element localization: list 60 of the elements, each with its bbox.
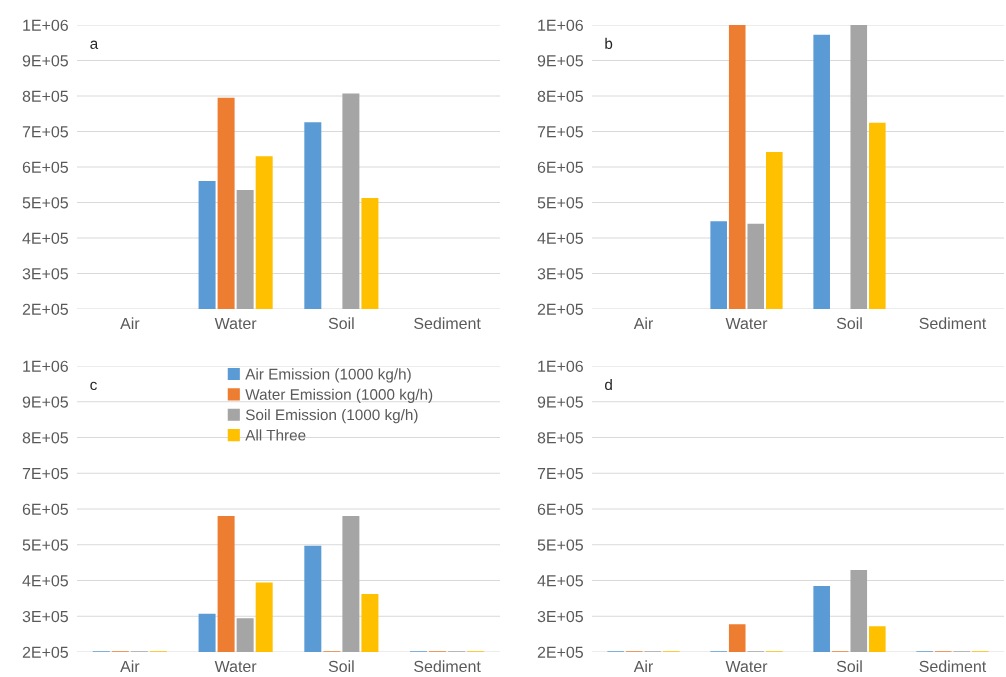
y-tick-label: 3E+05 <box>22 610 68 623</box>
y-tick-label: 9E+05 <box>22 396 68 408</box>
y-tick-label: 1E+06 <box>538 360 583 372</box>
x-tick-label: Air <box>120 317 140 329</box>
x-tick-label: Sediment <box>919 660 987 673</box>
y-tick-label: 8E+05 <box>537 90 583 102</box>
y-tick-label: 4E+05 <box>537 575 583 587</box>
y-tick-label: 8E+05 <box>22 432 68 444</box>
y-tick-label: 3E+05 <box>537 610 583 623</box>
y-tick-label: 2E+05 <box>537 646 583 658</box>
y-tick-label: 7E+05 <box>537 126 583 138</box>
x-tick-label: Air <box>633 317 653 329</box>
x-tick-label: Water <box>725 660 768 673</box>
y-tick-label: 6E+05 <box>537 503 583 515</box>
x-tick-label: Sediment <box>414 317 481 330</box>
y-tick-label: 9E+05 <box>537 396 583 408</box>
y-tick-label: 8E+05 <box>537 432 583 444</box>
y-tick-label: 4E+05 <box>537 232 583 244</box>
y-tick-label: 2E+05 <box>22 303 68 315</box>
y-tick-label: 3E+05 <box>537 268 583 280</box>
legend-label: Water Emission (1000 kg/h) <box>245 388 433 403</box>
y-tick-label: 7E+05 <box>537 467 583 480</box>
text: b <box>605 37 613 49</box>
x-tick-label: Air <box>633 660 653 672</box>
x-tick-label: Water <box>214 660 257 673</box>
x-tick-label: Water <box>214 317 257 330</box>
x-tick-label: Soil <box>328 317 354 330</box>
x-tick-label: Soil <box>328 660 354 673</box>
y-tick-label: 9E+05 <box>537 55 583 67</box>
x-tick-label: Soil <box>836 660 862 673</box>
text: a <box>90 40 99 49</box>
x-tick-label: Sediment <box>414 660 481 673</box>
legend-label: All Three <box>245 429 306 441</box>
y-tick-label: 6E+05 <box>537 161 583 173</box>
y-tick-label: 7E+05 <box>22 467 68 480</box>
y-tick-label: 5E+05 <box>537 197 583 209</box>
y-tick-label: 5E+05 <box>22 197 68 209</box>
x-tick-label: Water <box>725 317 768 330</box>
y-tick-label: 4E+05 <box>22 232 68 244</box>
y-tick-label: 9E+05 <box>22 55 68 67</box>
y-tick-label: 5E+05 <box>537 539 583 551</box>
text: c <box>90 381 97 391</box>
y-tick-label: 8E+05 <box>22 90 68 102</box>
y-tick-label: 7E+05 <box>22 126 68 138</box>
y-tick-label: 1E+06 <box>23 19 68 31</box>
y-tick-label: 6E+05 <box>22 503 68 515</box>
text: d <box>605 378 612 391</box>
x-tick-label: Soil <box>836 317 862 330</box>
y-tick-label: 1E+06 <box>23 360 68 372</box>
y-tick-label: 2E+05 <box>537 303 583 315</box>
y-tick-label: 2E+05 <box>22 646 68 658</box>
y-tick-label: 3E+05 <box>22 268 68 280</box>
y-tick-label: 5E+05 <box>22 539 68 551</box>
y-tick-label: 1E+06 <box>538 19 583 31</box>
legend-label: Soil Emission (1000 kg/h) <box>245 409 418 424</box>
y-tick-label: 4E+05 <box>22 575 68 587</box>
y-tick-label: 6E+05 <box>22 161 68 173</box>
x-tick-label: Sediment <box>919 317 987 330</box>
x-tick-label: Air <box>120 660 140 672</box>
legend-label: Air Emission (1000 kg/h) <box>245 368 411 383</box>
